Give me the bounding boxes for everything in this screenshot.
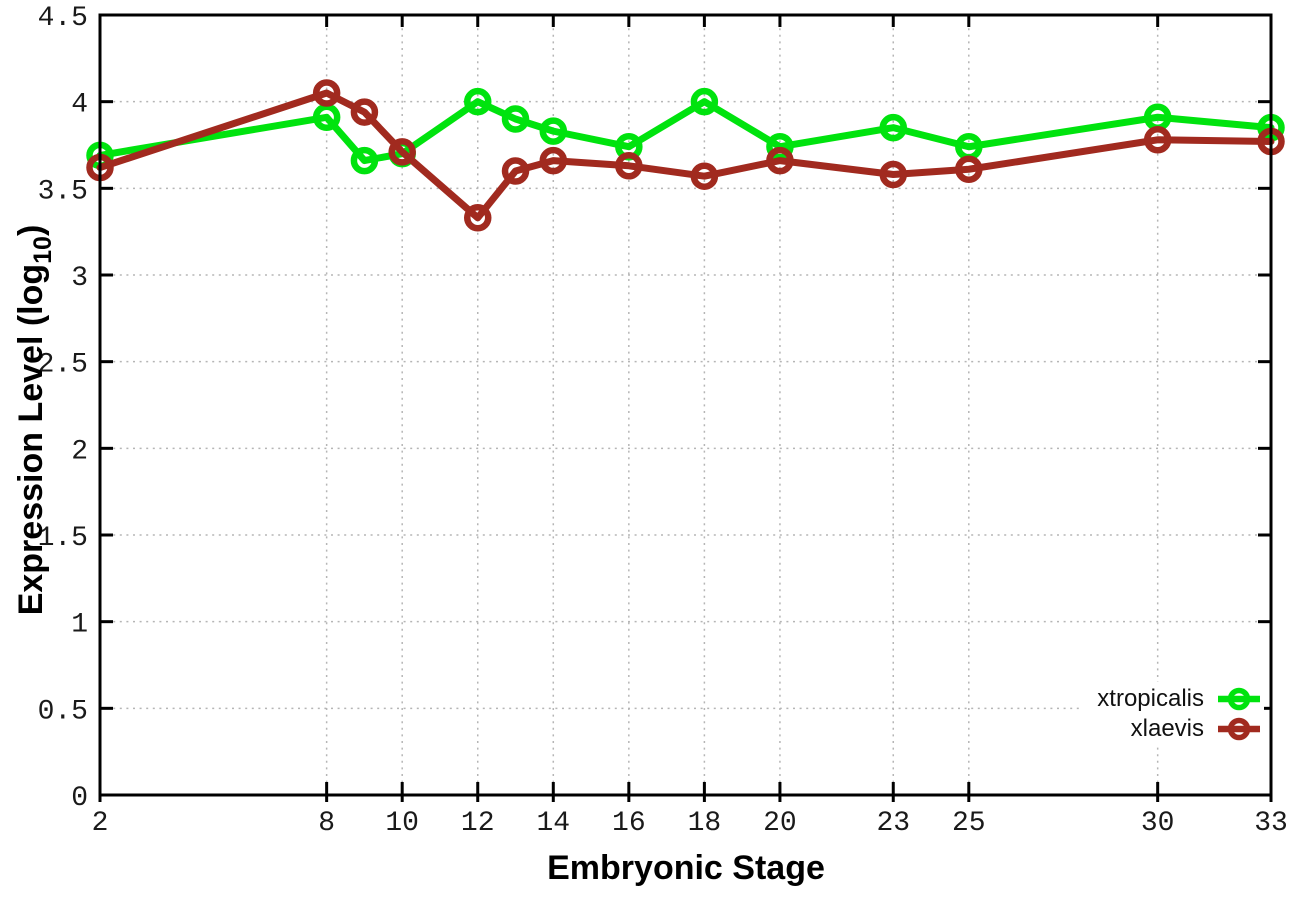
y-tick-label: 2	[71, 436, 88, 467]
x-tick-label: 16	[612, 808, 646, 839]
data-point-marker	[1143, 126, 1172, 154]
x-tick-label: 30	[1141, 808, 1175, 839]
data-point-marker	[388, 138, 416, 166]
axis-tick-labels: 2 8 10 12 14 16 18 20 23 25 30 33 0 0.5 1 1.5 2 2.5 3 3.5 4 4…	[38, 3, 1288, 839]
data-point-marker	[879, 113, 908, 142]
series-container	[86, 79, 1285, 232]
y-tick-label: 0.5	[38, 696, 88, 727]
legend-item-xlaevis: xlaevis	[1097, 714, 1262, 744]
data-point-marker	[615, 152, 643, 180]
y-axis-title-subscript: 10	[29, 236, 57, 264]
legend-item-xtropicalis: xtropicalis	[1097, 684, 1262, 714]
x-tick-label: 10	[385, 808, 419, 839]
legend-label: xlaevis	[1130, 715, 1204, 742]
x-tick-label: 8	[318, 808, 335, 839]
plot-border	[98, 13, 1273, 797]
data-point-marker	[879, 160, 908, 189]
data-point-marker	[463, 204, 492, 232]
data-point-marker	[350, 146, 379, 175]
y-axis-title-suffix: )	[12, 225, 50, 236]
y-axis-title: Expression Level (log10)	[12, 225, 57, 616]
data-point-marker	[312, 103, 341, 132]
data-point-marker	[350, 98, 379, 126]
y-tick-label: 3.5	[38, 176, 88, 207]
line-circle-marker-icon	[1218, 687, 1260, 711]
legend: xtropicalis xlaevis	[1081, 682, 1264, 746]
line-circle-marker-icon	[1218, 717, 1260, 741]
series-xlaevis	[86, 79, 1285, 232]
data-point-marker	[463, 87, 492, 116]
data-point-marker	[539, 117, 568, 145]
y-tick-label: 0	[71, 783, 88, 814]
data-point-marker	[955, 155, 983, 184]
y-tick-label: 2.5	[38, 350, 88, 381]
x-tick-label: 12	[461, 808, 495, 839]
x-tick-label: 2	[92, 808, 109, 839]
data-point-marker	[501, 157, 530, 185]
data-point-marker	[539, 146, 568, 175]
legend-label: xtropicalis	[1097, 685, 1204, 712]
y-tick-label: 4.5	[38, 3, 88, 34]
x-tick-label: 33	[1254, 808, 1288, 839]
y-tick-label: 4	[71, 90, 88, 121]
data-point-marker	[690, 87, 719, 116]
x-axis-title: Embryonic Stage	[547, 849, 825, 887]
data-point-marker	[766, 146, 794, 175]
data-point-marker	[501, 105, 530, 133]
series-xtropicalis	[86, 87, 1285, 175]
axis-ticks	[98, 13, 1273, 802]
x-tick-label: 18	[688, 808, 722, 839]
y-tick-label: 1	[71, 610, 88, 641]
x-tick-label: 25	[952, 808, 986, 839]
data-point-marker	[690, 162, 719, 190]
y-axis-title-prefix: Expression Level (log	[12, 264, 50, 615]
data-point-marker	[312, 79, 341, 107]
x-tick-label: 20	[763, 808, 797, 839]
y-tick-label: 3	[71, 263, 88, 294]
y-tick-label: 1.5	[38, 523, 88, 554]
x-tick-label: 14	[536, 808, 570, 839]
gridlines	[99, 14, 1272, 796]
x-tick-label: 23	[876, 808, 910, 839]
